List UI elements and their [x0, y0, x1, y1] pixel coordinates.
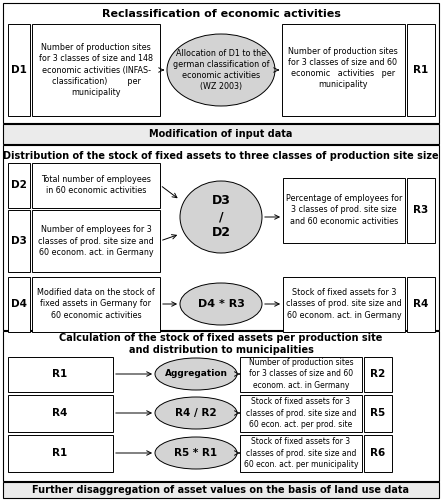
Bar: [407, 178, 435, 243]
Bar: [364, 395, 392, 432]
Text: R4: R4: [413, 299, 429, 309]
Bar: [8, 277, 30, 332]
Text: Number of production sites
for 3 classes of size and 60
economic   activities   : Number of production sites for 3 classes…: [288, 47, 398, 89]
Bar: [32, 24, 160, 116]
Bar: [240, 395, 362, 432]
Bar: [240, 357, 362, 392]
Text: Stock of fixed assets for 3
classes of prod. site size and
60 econom. act. in Ge: Stock of fixed assets for 3 classes of p…: [286, 288, 402, 320]
Ellipse shape: [155, 397, 237, 429]
Bar: [8, 357, 113, 392]
Bar: [282, 24, 405, 116]
Text: Number of employees for 3
classes of prod. site size and
60 econom. act. in Germ: Number of employees for 3 classes of pro…: [38, 226, 154, 256]
Text: D4: D4: [11, 299, 27, 309]
Ellipse shape: [167, 34, 275, 106]
Text: Distribution of the stock of fixed assets to three classes of production site si: Distribution of the stock of fixed asset…: [3, 151, 439, 161]
Bar: [407, 277, 435, 332]
Bar: [32, 163, 160, 208]
Text: R4: R4: [52, 408, 68, 418]
Text: Percentage of employees for
3 classes of prod. site size
and 60 economic activit: Percentage of employees for 3 classes of…: [286, 194, 402, 226]
Text: R6: R6: [370, 448, 385, 458]
Bar: [32, 210, 160, 272]
Text: Stock of fixed assets for 3
classes of prod. site size and
60 econ. act. per mun: Stock of fixed assets for 3 classes of p…: [244, 438, 358, 468]
Bar: [3, 482, 439, 498]
Text: R1: R1: [52, 369, 68, 379]
Bar: [240, 435, 362, 472]
Text: R5 * R1: R5 * R1: [175, 448, 217, 458]
Ellipse shape: [155, 437, 237, 469]
Text: Number of production sites
for 3 classes of size and 148
economic activities (IN: Number of production sites for 3 classes…: [39, 44, 153, 96]
Text: D4 * R3: D4 * R3: [198, 299, 244, 309]
Bar: [32, 277, 160, 332]
Text: Stock of fixed assets for 3
classes of prod. site size and
60 econ. act. per pro: Stock of fixed assets for 3 classes of p…: [246, 398, 356, 428]
Bar: [8, 24, 30, 116]
Text: R2: R2: [370, 369, 385, 379]
Text: D3: D3: [11, 236, 27, 246]
Ellipse shape: [155, 358, 237, 390]
Bar: [3, 124, 439, 144]
Bar: [8, 435, 113, 472]
Text: R1: R1: [52, 448, 68, 458]
Ellipse shape: [180, 181, 262, 253]
Text: Aggregation: Aggregation: [164, 370, 228, 378]
Text: D1: D1: [11, 65, 27, 75]
Text: Total number of employees
in 60 economic activities: Total number of employees in 60 economic…: [41, 175, 151, 195]
Text: R1: R1: [413, 65, 429, 75]
Text: D2: D2: [11, 180, 27, 190]
Bar: [364, 357, 392, 392]
Text: Calculation of the stock of fixed assets per production site
and distribution to: Calculation of the stock of fixed assets…: [59, 333, 383, 355]
Text: Number of production sites
for 3 classes of size and 60
econom. act. in Germany: Number of production sites for 3 classes…: [249, 358, 353, 390]
Bar: [3, 145, 439, 330]
Bar: [8, 395, 113, 432]
Bar: [283, 277, 405, 332]
Bar: [283, 178, 405, 243]
Text: R4 / R2: R4 / R2: [175, 408, 217, 418]
Text: Modification of input data: Modification of input data: [149, 129, 293, 139]
Bar: [8, 163, 30, 208]
Text: D3
/
D2: D3 / D2: [212, 194, 230, 240]
Bar: [8, 210, 30, 272]
Text: R5: R5: [370, 408, 385, 418]
Bar: [3, 331, 439, 481]
Text: Allocation of D1 to the
german classification of
economic activities
(WZ 2003): Allocation of D1 to the german classific…: [173, 49, 269, 91]
Text: Reclassification of economic activities: Reclassification of economic activities: [102, 9, 340, 19]
Bar: [407, 24, 435, 116]
Text: Further disaggregation of asset values on the basis of land use data: Further disaggregation of asset values o…: [33, 485, 409, 495]
Bar: [3, 3, 439, 123]
Ellipse shape: [180, 283, 262, 325]
Text: Modified data on the stock of
fixed assets in Germany for
60 economic activities: Modified data on the stock of fixed asse…: [37, 288, 155, 320]
Text: R3: R3: [413, 205, 429, 215]
Bar: [364, 435, 392, 472]
